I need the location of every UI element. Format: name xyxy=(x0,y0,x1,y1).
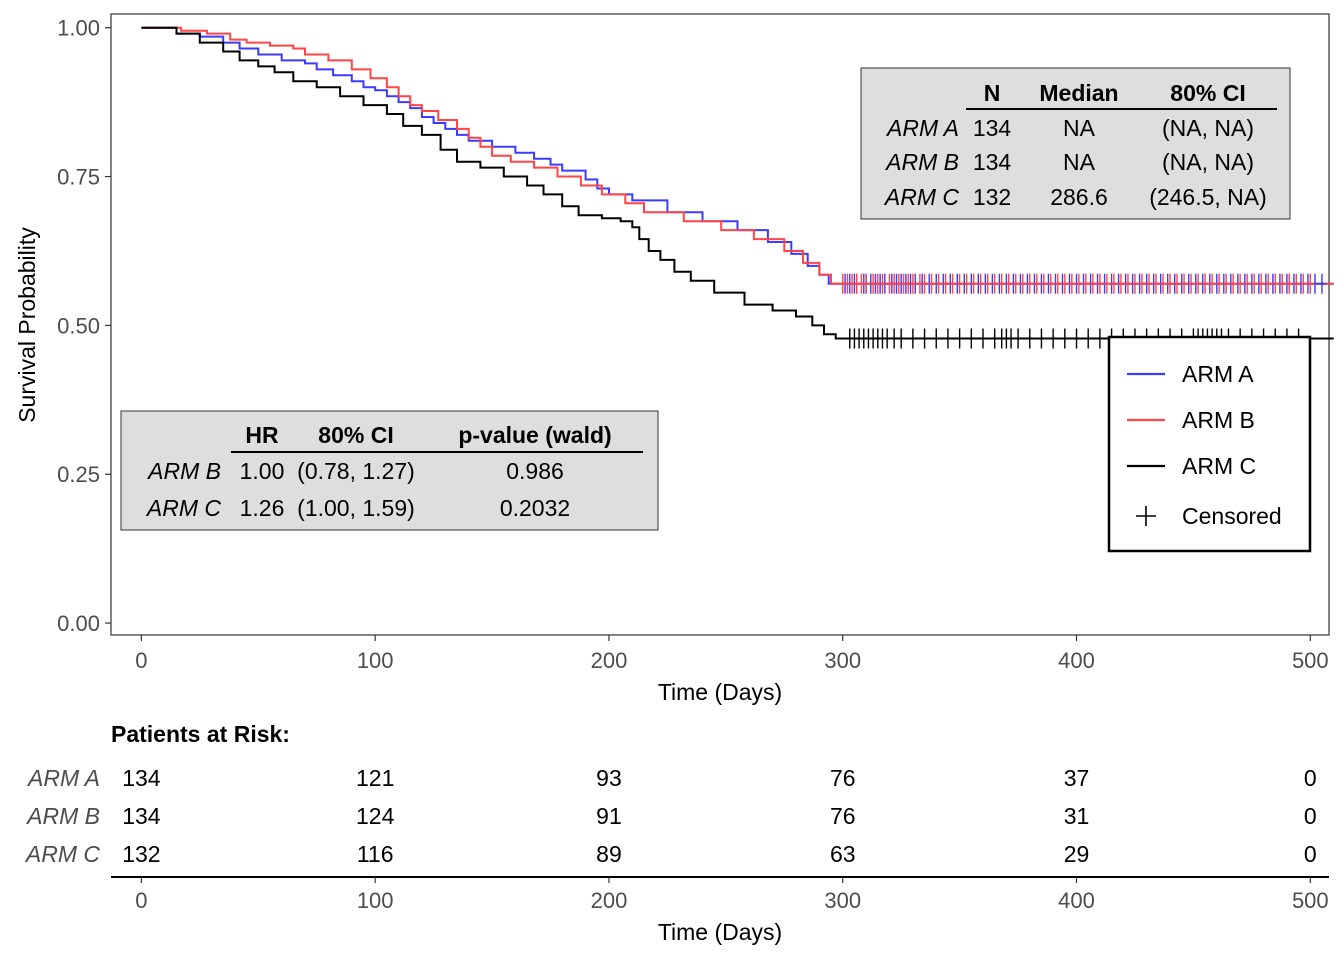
risk-x-axis-title: Time (Days) xyxy=(658,919,782,945)
risk-count: 37 xyxy=(1064,765,1090,791)
risk-count: 76 xyxy=(830,765,856,791)
risk-x-axis: 0 100 200 300 400 500 xyxy=(135,877,1329,913)
y-tick-label: 0.00 xyxy=(57,611,100,636)
median-header-ci: 80% CI xyxy=(1170,80,1245,106)
censor-plus-icon xyxy=(1136,506,1156,526)
y-tick-label: 0.75 xyxy=(57,165,100,190)
median-row-n: 134 xyxy=(973,115,1012,141)
legend: ARM A ARM B ARM C Censored xyxy=(1107,335,1312,553)
risk-row-label: ARM B xyxy=(25,803,100,829)
hr-row-pvalue: 0.986 xyxy=(506,458,564,484)
x-tick-label: 100 xyxy=(357,648,394,673)
x-tick-label: 300 xyxy=(824,648,861,673)
x-axis-title: Time (Days) xyxy=(658,679,782,705)
risk-table-title: Patients at Risk: xyxy=(111,721,290,747)
risk-count: 124 xyxy=(356,803,395,829)
censor-marks xyxy=(838,273,1326,349)
curve-arm-b xyxy=(141,26,1334,285)
risk-tick-label: 400 xyxy=(1058,888,1095,913)
risk-count: 29 xyxy=(1064,841,1090,867)
hr-table-box xyxy=(120,410,659,531)
median-header-median: Median xyxy=(1039,80,1118,106)
risk-counts: 134 121 93 76 37 0 134 124 91 76 31 0 132 116 89 63 29 0 xyxy=(122,765,1316,867)
risk-tick-label: 200 xyxy=(591,888,628,913)
hr-row-label: ARM C xyxy=(145,495,222,521)
median-row-ci: (246.5, NA) xyxy=(1149,184,1267,210)
hr-header-ci: 80% CI xyxy=(318,422,393,448)
hr-row-label: ARM B xyxy=(146,458,221,484)
median-row-n: 132 xyxy=(973,184,1011,210)
median-row-ci: (NA, NA) xyxy=(1162,149,1254,175)
hr-header-pvalue: p-value (wald) xyxy=(458,422,611,448)
x-tick-label: 200 xyxy=(591,648,628,673)
y-tick-label: 0.25 xyxy=(57,462,100,487)
x-tick-label: 0 xyxy=(135,648,147,673)
median-row-label: ARM B xyxy=(884,149,959,175)
curve-arm-c xyxy=(141,26,1334,340)
x-axis: 0 100 200 300 400 500 xyxy=(135,635,1329,673)
median-row-label: ARM A xyxy=(885,115,959,141)
x-tick-label: 500 xyxy=(1292,648,1329,673)
median-row-ci: (NA, NA) xyxy=(1162,115,1254,141)
risk-count: 134 xyxy=(122,765,161,791)
hr-row-ci: (0.78, 1.27) xyxy=(297,458,415,484)
risk-count: 89 xyxy=(596,841,622,867)
x-tick-label: 400 xyxy=(1058,648,1095,673)
risk-row-label: ARM A xyxy=(26,765,100,791)
median-table-box xyxy=(860,67,1291,220)
risk-tick-label: 100 xyxy=(357,888,394,913)
hr-header-hr: HR xyxy=(245,422,279,448)
risk-count: 0 xyxy=(1304,803,1317,829)
risk-count: 116 xyxy=(357,841,394,867)
survival-curves xyxy=(141,26,1334,340)
risk-tick-label: 300 xyxy=(824,888,861,913)
risk-tick-label: 0 xyxy=(135,888,147,913)
legend-label: ARM A xyxy=(1182,361,1254,387)
risk-row-label: ARM C xyxy=(24,841,101,867)
median-header-n: N xyxy=(984,80,1001,106)
risk-count: 0 xyxy=(1304,841,1317,867)
risk-count: 134 xyxy=(122,803,161,829)
risk-table: Patients at Risk: ARM A ARM B ARM C 134 1… xyxy=(24,721,1329,945)
median-row-median: 286.6 xyxy=(1050,184,1108,210)
hr-row-pvalue: 0.2032 xyxy=(500,495,570,521)
y-axis-title: Survival Probability xyxy=(14,227,40,423)
risk-count: 63 xyxy=(830,841,856,867)
hr-row-ci: (1.00, 1.59) xyxy=(297,495,415,521)
median-row-n: 134 xyxy=(973,149,1012,175)
hr-row-hr: 1.26 xyxy=(240,495,285,521)
risk-count: 121 xyxy=(356,765,394,791)
y-axis: 0.00 0.25 0.50 0.75 1.00 xyxy=(57,16,111,636)
median-row-label: ARM C xyxy=(883,184,960,210)
risk-count: 93 xyxy=(596,765,622,791)
legend-label: ARM C xyxy=(1182,453,1256,479)
legend-label: ARM B xyxy=(1182,407,1255,433)
risk-count: 0 xyxy=(1304,765,1317,791)
median-table: N Median 80% CI ARM A 134 NA (NA, NA) AR… xyxy=(860,67,1291,220)
risk-count: 76 xyxy=(830,803,856,829)
legend-label: Censored xyxy=(1182,503,1282,529)
risk-tick-label: 500 xyxy=(1292,888,1329,913)
y-tick-label: 0.50 xyxy=(57,313,100,338)
median-row-median: NA xyxy=(1063,149,1096,175)
median-row-median: NA xyxy=(1063,115,1096,141)
hr-row-hr: 1.00 xyxy=(240,458,285,484)
hr-table: HR 80% CI p-value (wald) ARM B 1.00 (0.7… xyxy=(120,410,659,531)
y-tick-label: 1.00 xyxy=(57,16,100,41)
risk-count: 91 xyxy=(596,803,622,829)
risk-count: 132 xyxy=(122,841,160,867)
risk-count: 31 xyxy=(1064,803,1090,829)
